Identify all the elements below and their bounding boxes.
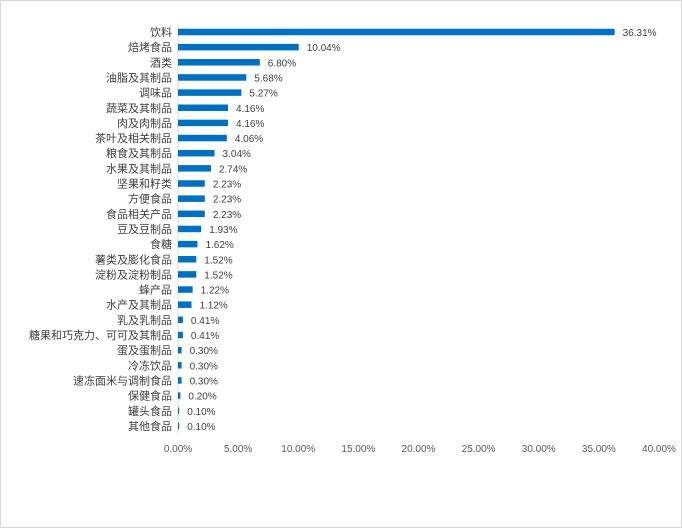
data-label: 0.30% [190, 361, 218, 372]
data-label: 4.16% [236, 119, 264, 130]
data-label: 2.23% [213, 180, 241, 191]
data-label: 4.16% [236, 104, 264, 115]
bar [178, 240, 198, 248]
bar [178, 149, 215, 157]
data-label: 0.41% [191, 316, 219, 327]
category-label: 水果及其制品 [106, 162, 172, 175]
category-label: 乳及乳制品 [117, 314, 172, 327]
data-label: 5.27% [249, 89, 277, 100]
x-tick-label: 35.00% [582, 444, 616, 455]
bar [178, 210, 205, 218]
data-label: 0.30% [190, 346, 218, 357]
category-label: 冷冻饮品 [128, 358, 172, 372]
data-label: 0.10% [187, 422, 215, 433]
category-label: 油脂及其制品 [106, 70, 172, 84]
bar [178, 271, 197, 278]
data-label: 0.10% [187, 407, 215, 418]
data-label: 1.52% [204, 255, 232, 266]
x-tick-label: 20.00% [402, 444, 436, 455]
bar [178, 331, 183, 339]
data-label: 1.52% [204, 270, 232, 281]
category-label: 肉及肉制品 [117, 117, 172, 130]
bar [178, 377, 182, 384]
bar [178, 165, 211, 172]
data-label: 1.93% [209, 225, 237, 236]
bar [178, 119, 229, 127]
x-tick-label: 5.00% [224, 444, 252, 455]
bar [178, 346, 182, 354]
category-label: 保健食品 [128, 389, 172, 403]
category-label: 粮食及其制品 [106, 146, 172, 160]
data-label: 2.23% [213, 195, 241, 206]
data-label: 0.41% [191, 331, 219, 342]
bars [178, 28, 615, 430]
data-label: 1.12% [199, 301, 227, 312]
category-label: 方便食品 [128, 192, 172, 206]
category-label: 食糖 [150, 237, 172, 251]
x-tick-label: 25.00% [462, 444, 496, 455]
bar [178, 301, 192, 308]
category-label: 调味品 [139, 87, 172, 100]
category-label: 蛋及蛋制品 [117, 344, 172, 357]
bar [178, 74, 247, 81]
bar [178, 43, 299, 51]
x-tick-label: 10.00% [281, 444, 315, 455]
bar [178, 392, 181, 399]
bar [178, 362, 182, 369]
bar [178, 104, 229, 111]
category-label: 蜂产品 [139, 283, 172, 297]
bar [178, 286, 193, 293]
bar [178, 180, 205, 187]
category-label: 薯类及膨化食品 [95, 252, 172, 266]
category-labels: 饮料焙烤食品酒类油脂及其制品调味品蔬菜及其制品肉及肉制品茶叶及相关制品粮食及其制… [29, 25, 172, 433]
x-tick-label: 15.00% [341, 444, 375, 455]
bar [178, 195, 205, 202]
category-label: 速冻面米与调制食品 [73, 373, 172, 387]
data-label: 3.04% [223, 149, 251, 160]
bar [178, 407, 180, 414]
data-label: 36.31% [623, 28, 657, 39]
data-label: 0.20% [188, 392, 216, 403]
data-label: 0.30% [190, 376, 218, 387]
x-axis-tick-labels: 0.00% 5.00% 10.00% 15.00% 20.00% 25.00% 30.00%… [164, 444, 676, 455]
data-label: 10.04% [307, 43, 341, 54]
data-label: 2.74% [219, 164, 247, 175]
category-label: 罐头食品 [128, 404, 172, 418]
bar [178, 28, 615, 36]
data-label: 1.62% [205, 240, 233, 251]
x-tick-label: 0.00% [164, 444, 192, 455]
category-label: 豆及豆制品 [117, 223, 172, 236]
data-label: 1.22% [201, 286, 229, 297]
data-label: 4.06% [235, 134, 263, 145]
bar [178, 256, 197, 263]
category-label: 其他食品 [128, 419, 172, 433]
category-label: 茶叶及相关制品 [95, 131, 172, 145]
bar [178, 59, 260, 66]
category-label: 糖果和巧克力、可可及其制品 [29, 328, 172, 342]
data-label: 2.23% [213, 210, 241, 221]
x-tick-label: 40.00% [642, 444, 676, 455]
category-label: 焙烤食品 [128, 40, 172, 54]
bar [178, 422, 180, 430]
bar [178, 134, 227, 142]
category-label: 食品相关产品 [106, 207, 172, 221]
data-label: 6.80% [268, 58, 296, 69]
category-label: 酒类 [150, 55, 172, 69]
category-label: 淀粉及淀粉制品 [95, 267, 172, 281]
category-label: 坚果和籽类 [117, 177, 172, 191]
data-label: 5.68% [254, 73, 282, 84]
data-labels: 36.31% 10.04% 6.80% 5.68% 5.27% 4.16% 4.16% 4.0… [187, 28, 656, 433]
category-label: 饮料 [150, 25, 172, 39]
bar [178, 89, 242, 96]
category-label: 蔬菜及其制品 [106, 102, 172, 115]
x-tick-label: 30.00% [522, 444, 556, 455]
category-label: 水产及其制品 [106, 298, 172, 312]
bar [178, 316, 183, 324]
bar [178, 225, 202, 233]
